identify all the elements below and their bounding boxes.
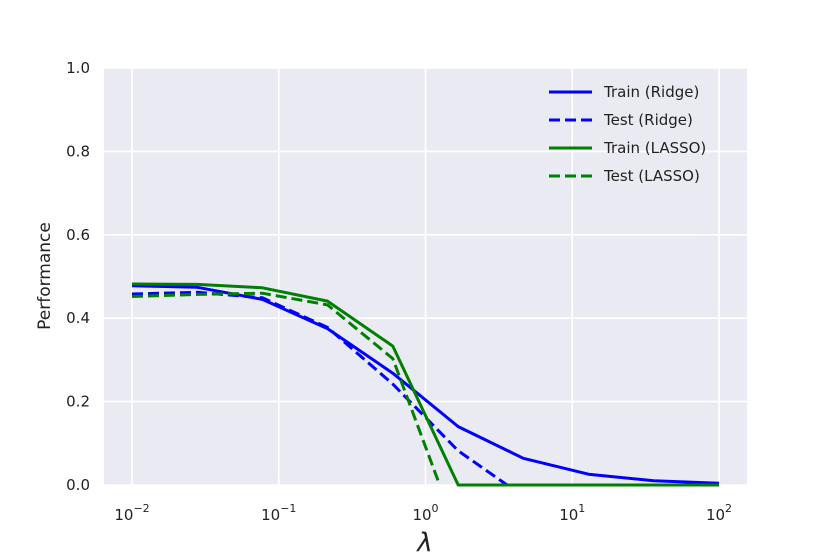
y-tick-label: 1.0 (66, 59, 90, 77)
legend-label: Train (Ridge) (603, 83, 699, 101)
x-tick-label: 10−1 (261, 502, 296, 524)
y-tick-label: 0.6 (66, 226, 90, 244)
x-tick-label: 102 (706, 502, 732, 524)
series-line-test-lasso (131, 291, 442, 486)
y-tick-label: 0.2 (66, 393, 90, 411)
x-tick-labels: 10−2 10−1 100 101 102 (114, 502, 732, 524)
x-axis-title: λ (415, 528, 432, 554)
y-axis-title: Performance (35, 222, 55, 330)
legend-label: Test (LASSO) (603, 167, 700, 185)
legend-label: Test (Ridge) (603, 111, 693, 129)
x-tick-label: 100 (412, 502, 438, 524)
y-tick-labels: 0.0 0.2 0.4 0.6 0.8 1.0 (66, 59, 90, 494)
series-line-train-lasso (131, 282, 719, 487)
grid-lines (104, 67, 747, 486)
x-tick-label: 10−2 (114, 502, 149, 524)
series-lines (131, 282, 720, 487)
series-line-test-ridge (131, 290, 508, 487)
legend: Train (Ridge) Test (Ridge) Train (LASSO) Te… (549, 83, 706, 185)
y-tick-label: 0.8 (66, 142, 90, 160)
y-tick-label: 0.4 (66, 309, 90, 327)
x-tick-label: 101 (559, 502, 585, 524)
y-tick-label: 0.0 (66, 476, 90, 494)
legend-label: Train (LASSO) (603, 139, 706, 157)
